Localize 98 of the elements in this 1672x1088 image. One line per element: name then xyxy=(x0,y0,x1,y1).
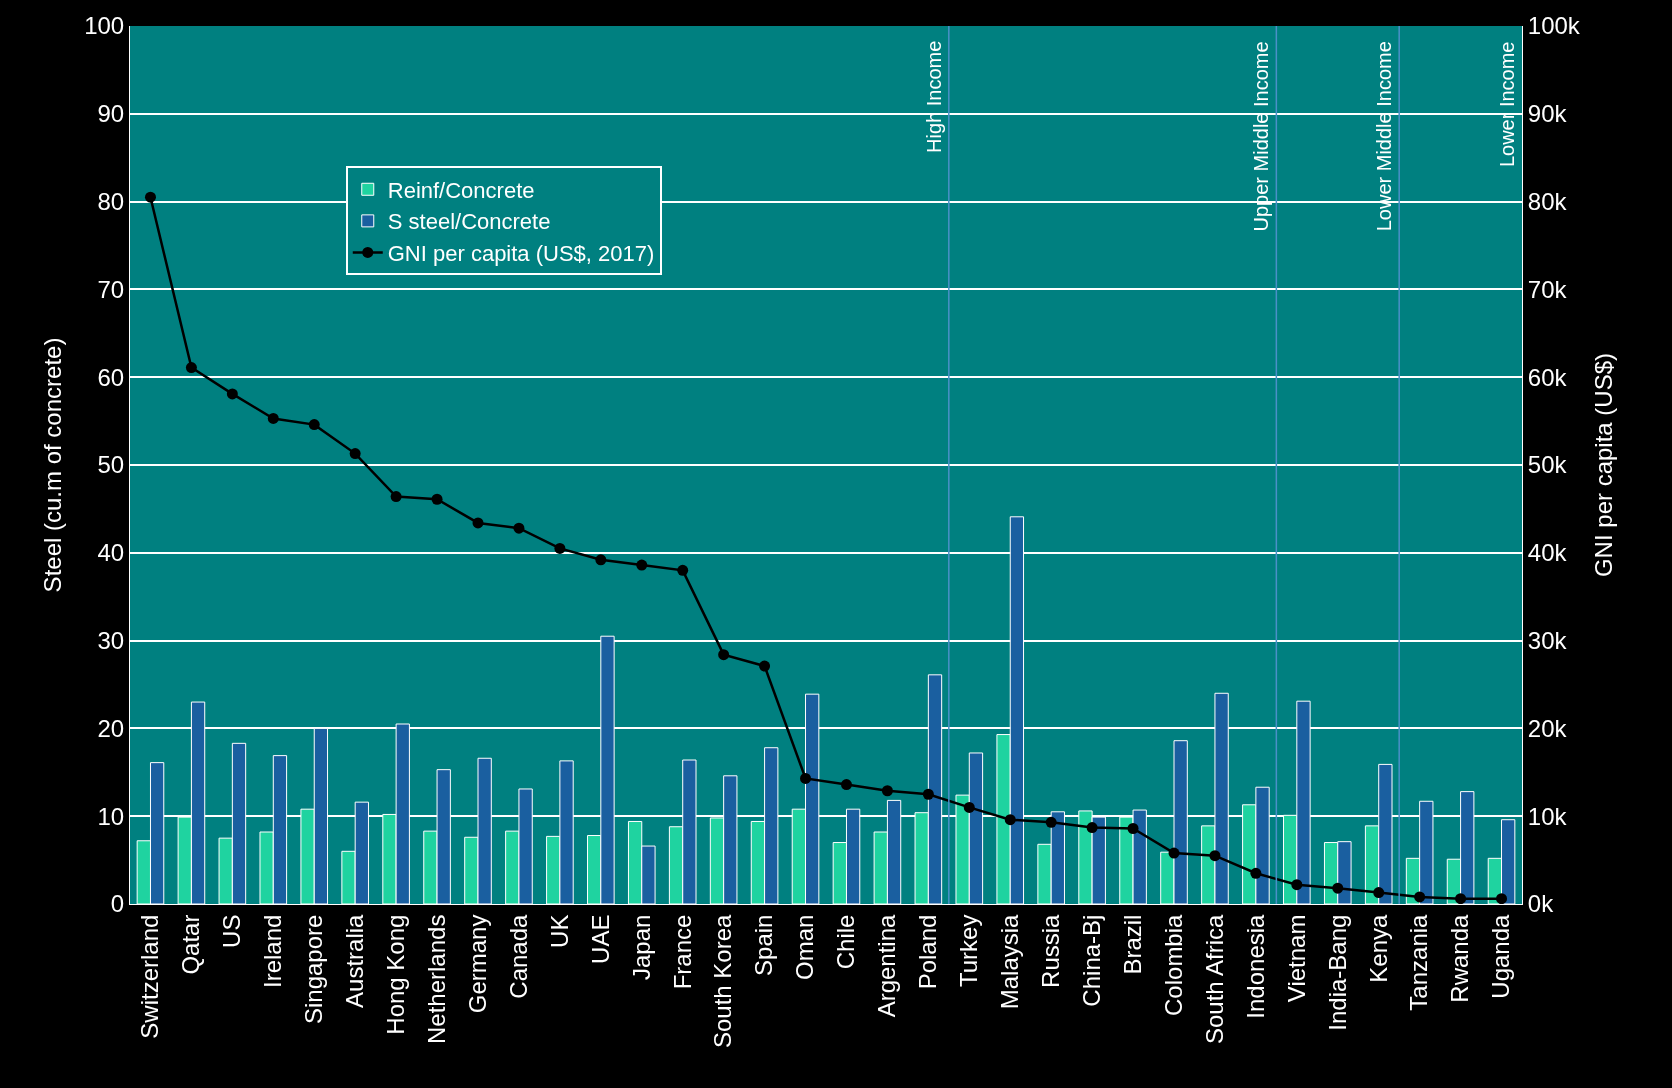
y-tick-label: 40 xyxy=(97,539,125,567)
point xyxy=(1086,822,1098,834)
y2-tick-label: 50k xyxy=(1527,451,1568,479)
x-tick-label: Oman xyxy=(791,914,819,980)
point xyxy=(636,559,648,571)
x-tick-label: Russia xyxy=(1036,913,1064,988)
point xyxy=(1496,893,1508,904)
x-tick-label: Spain xyxy=(750,914,778,976)
point xyxy=(1045,816,1057,828)
y2-tick-label: 0k xyxy=(1527,890,1555,918)
point xyxy=(840,779,852,791)
x-tick-label: France xyxy=(668,914,696,990)
x-tick-label: UAE xyxy=(586,914,614,964)
point xyxy=(1332,882,1344,894)
point xyxy=(472,517,484,529)
point xyxy=(1455,893,1467,904)
y2-tick-label: 80k xyxy=(1527,188,1568,215)
point xyxy=(349,448,361,460)
x-tick-label: South Africa xyxy=(1200,913,1228,1045)
y-tick-label: 20 xyxy=(97,714,125,742)
point xyxy=(1373,887,1385,899)
y2-tick-label: 70k xyxy=(1527,275,1568,303)
x-tick-label: China-Bj xyxy=(1077,914,1105,1007)
x-tick-label: Canada xyxy=(504,913,532,999)
x-tick-label: Australia xyxy=(340,913,368,1008)
y2-tick-label: 40k xyxy=(1527,539,1568,567)
y-tick-label: 80 xyxy=(97,188,125,215)
point xyxy=(1291,879,1303,891)
x-tick-label: Chile xyxy=(832,914,860,970)
point xyxy=(1209,850,1221,862)
point xyxy=(267,412,279,424)
point xyxy=(963,801,975,813)
x-tick-label: South Korea xyxy=(709,913,737,1049)
y-axis-title: Steel (cu.m of concrete) xyxy=(39,337,67,593)
x-tick-label: Turkey xyxy=(955,914,983,988)
annotation: Lower Income xyxy=(1495,41,1518,168)
x-tick-label: Hong Kong xyxy=(381,914,409,1035)
point xyxy=(922,788,934,800)
x-tick-label: Poland xyxy=(914,914,942,990)
point xyxy=(800,772,812,784)
x-tick-label: Kenya xyxy=(1364,913,1392,983)
point xyxy=(1127,822,1139,834)
point xyxy=(595,554,607,566)
point xyxy=(390,491,402,503)
y2-tick-label: 90k xyxy=(1527,100,1568,128)
x-tick-label: Indonesia xyxy=(1241,913,1269,1019)
point xyxy=(513,522,525,534)
x-tick-label: Japan xyxy=(627,914,655,980)
y-tick-label: 0 xyxy=(110,890,125,918)
y-tick-label: 60 xyxy=(97,363,125,391)
x-tick-label: Brazil xyxy=(1118,914,1146,975)
y-tick-label: 30 xyxy=(97,627,125,654)
x-tick-label: Qatar xyxy=(177,914,205,975)
point xyxy=(677,564,689,576)
x-tick-label: India-Bang xyxy=(1323,914,1351,1031)
legend-label: S steel/Concrete xyxy=(387,209,551,235)
legend-label: GNI per capita (US$, 2017) xyxy=(387,241,655,267)
y-tick-label: 10 xyxy=(97,802,125,830)
x-tick-label: Malaysia xyxy=(996,913,1024,1010)
y-tick-label: 100 xyxy=(84,12,125,40)
x-tick-label: Netherlands xyxy=(422,914,450,1045)
y2-axis-title: GNI per capita (US$) xyxy=(1590,352,1618,578)
y-tick-label: 90 xyxy=(97,100,125,128)
point xyxy=(431,493,443,505)
point xyxy=(1414,891,1426,903)
point xyxy=(226,388,238,400)
y-tick-label: 70 xyxy=(97,275,125,303)
point xyxy=(1004,814,1016,826)
y2-tick-label: 100k xyxy=(1527,12,1581,40)
y2-tick-label: 30k xyxy=(1527,627,1568,654)
annotation: Lower Middle Income xyxy=(1372,41,1395,232)
point xyxy=(1250,867,1262,879)
legend-label: Reinf/Concrete xyxy=(387,177,535,203)
point xyxy=(881,785,893,797)
x-tick-label: US xyxy=(218,914,246,948)
point xyxy=(1168,847,1180,859)
x-tick-label: Rwanda xyxy=(1446,913,1474,1003)
y2-tick-label: 60k xyxy=(1527,363,1568,391)
x-tick-label: Uganda xyxy=(1487,913,1515,999)
point xyxy=(718,649,730,661)
x-tick-label: Argentina xyxy=(873,913,901,1018)
y-tick-label: 50 xyxy=(97,451,125,479)
point xyxy=(144,191,156,203)
point xyxy=(759,660,771,672)
x-tick-label: Singapore xyxy=(300,914,328,1025)
x-tick-label: Germany xyxy=(463,914,491,1014)
point xyxy=(308,419,320,431)
x-tick-label: Ireland xyxy=(259,914,287,988)
x-tick-label: Switzerland xyxy=(136,914,164,1039)
point xyxy=(185,362,197,374)
point xyxy=(554,542,566,554)
y2-tick-label: 10k xyxy=(1527,802,1568,830)
x-tick-label: Tanzania xyxy=(1405,913,1433,1011)
x-tick-label: Vietnam xyxy=(1282,914,1310,1003)
x-tick-label: Colombia xyxy=(1159,913,1187,1016)
annotation: Upper Middle Income xyxy=(1250,41,1273,232)
y2-tick-label: 20k xyxy=(1527,714,1568,742)
x-tick-label: UK xyxy=(545,914,573,948)
